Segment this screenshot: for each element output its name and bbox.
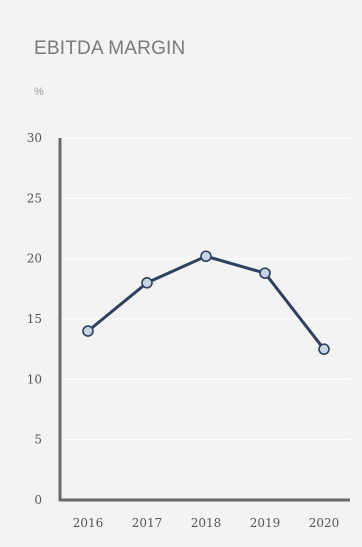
- y-tick-label: 10: [27, 372, 42, 386]
- x-tick-label: 2017: [132, 516, 163, 530]
- x-tick-label: 2019: [250, 516, 281, 530]
- data-point: [259, 267, 271, 279]
- x-tick-label: 2016: [73, 516, 104, 530]
- tick-labels: 0 5 10 15 20 25 30 2016 2017 2018 2019 2020: [27, 131, 340, 530]
- data-points: [82, 250, 330, 355]
- axes: [58, 138, 350, 502]
- y-tick-label: 15: [27, 312, 42, 326]
- y-tick-label: 25: [27, 191, 42, 205]
- y-tick-label: 30: [27, 131, 42, 145]
- y-tick-label: 0: [34, 493, 42, 507]
- unit-label: %: [34, 86, 44, 98]
- y-tick-label: 20: [27, 252, 42, 266]
- chart-title: EBITDA MARGIN: [34, 38, 186, 59]
- data-point: [318, 343, 330, 355]
- data-point: [141, 276, 153, 289]
- x-tick-label: 2018: [191, 516, 222, 530]
- data-point: [82, 325, 94, 337]
- y-tick-label: 5: [34, 433, 42, 447]
- series-line: [86, 254, 326, 351]
- x-tick-label: 2020: [309, 516, 340, 530]
- series-line-0: [86, 254, 326, 351]
- data-point: [200, 250, 212, 263]
- gridlines: [60, 137, 350, 441]
